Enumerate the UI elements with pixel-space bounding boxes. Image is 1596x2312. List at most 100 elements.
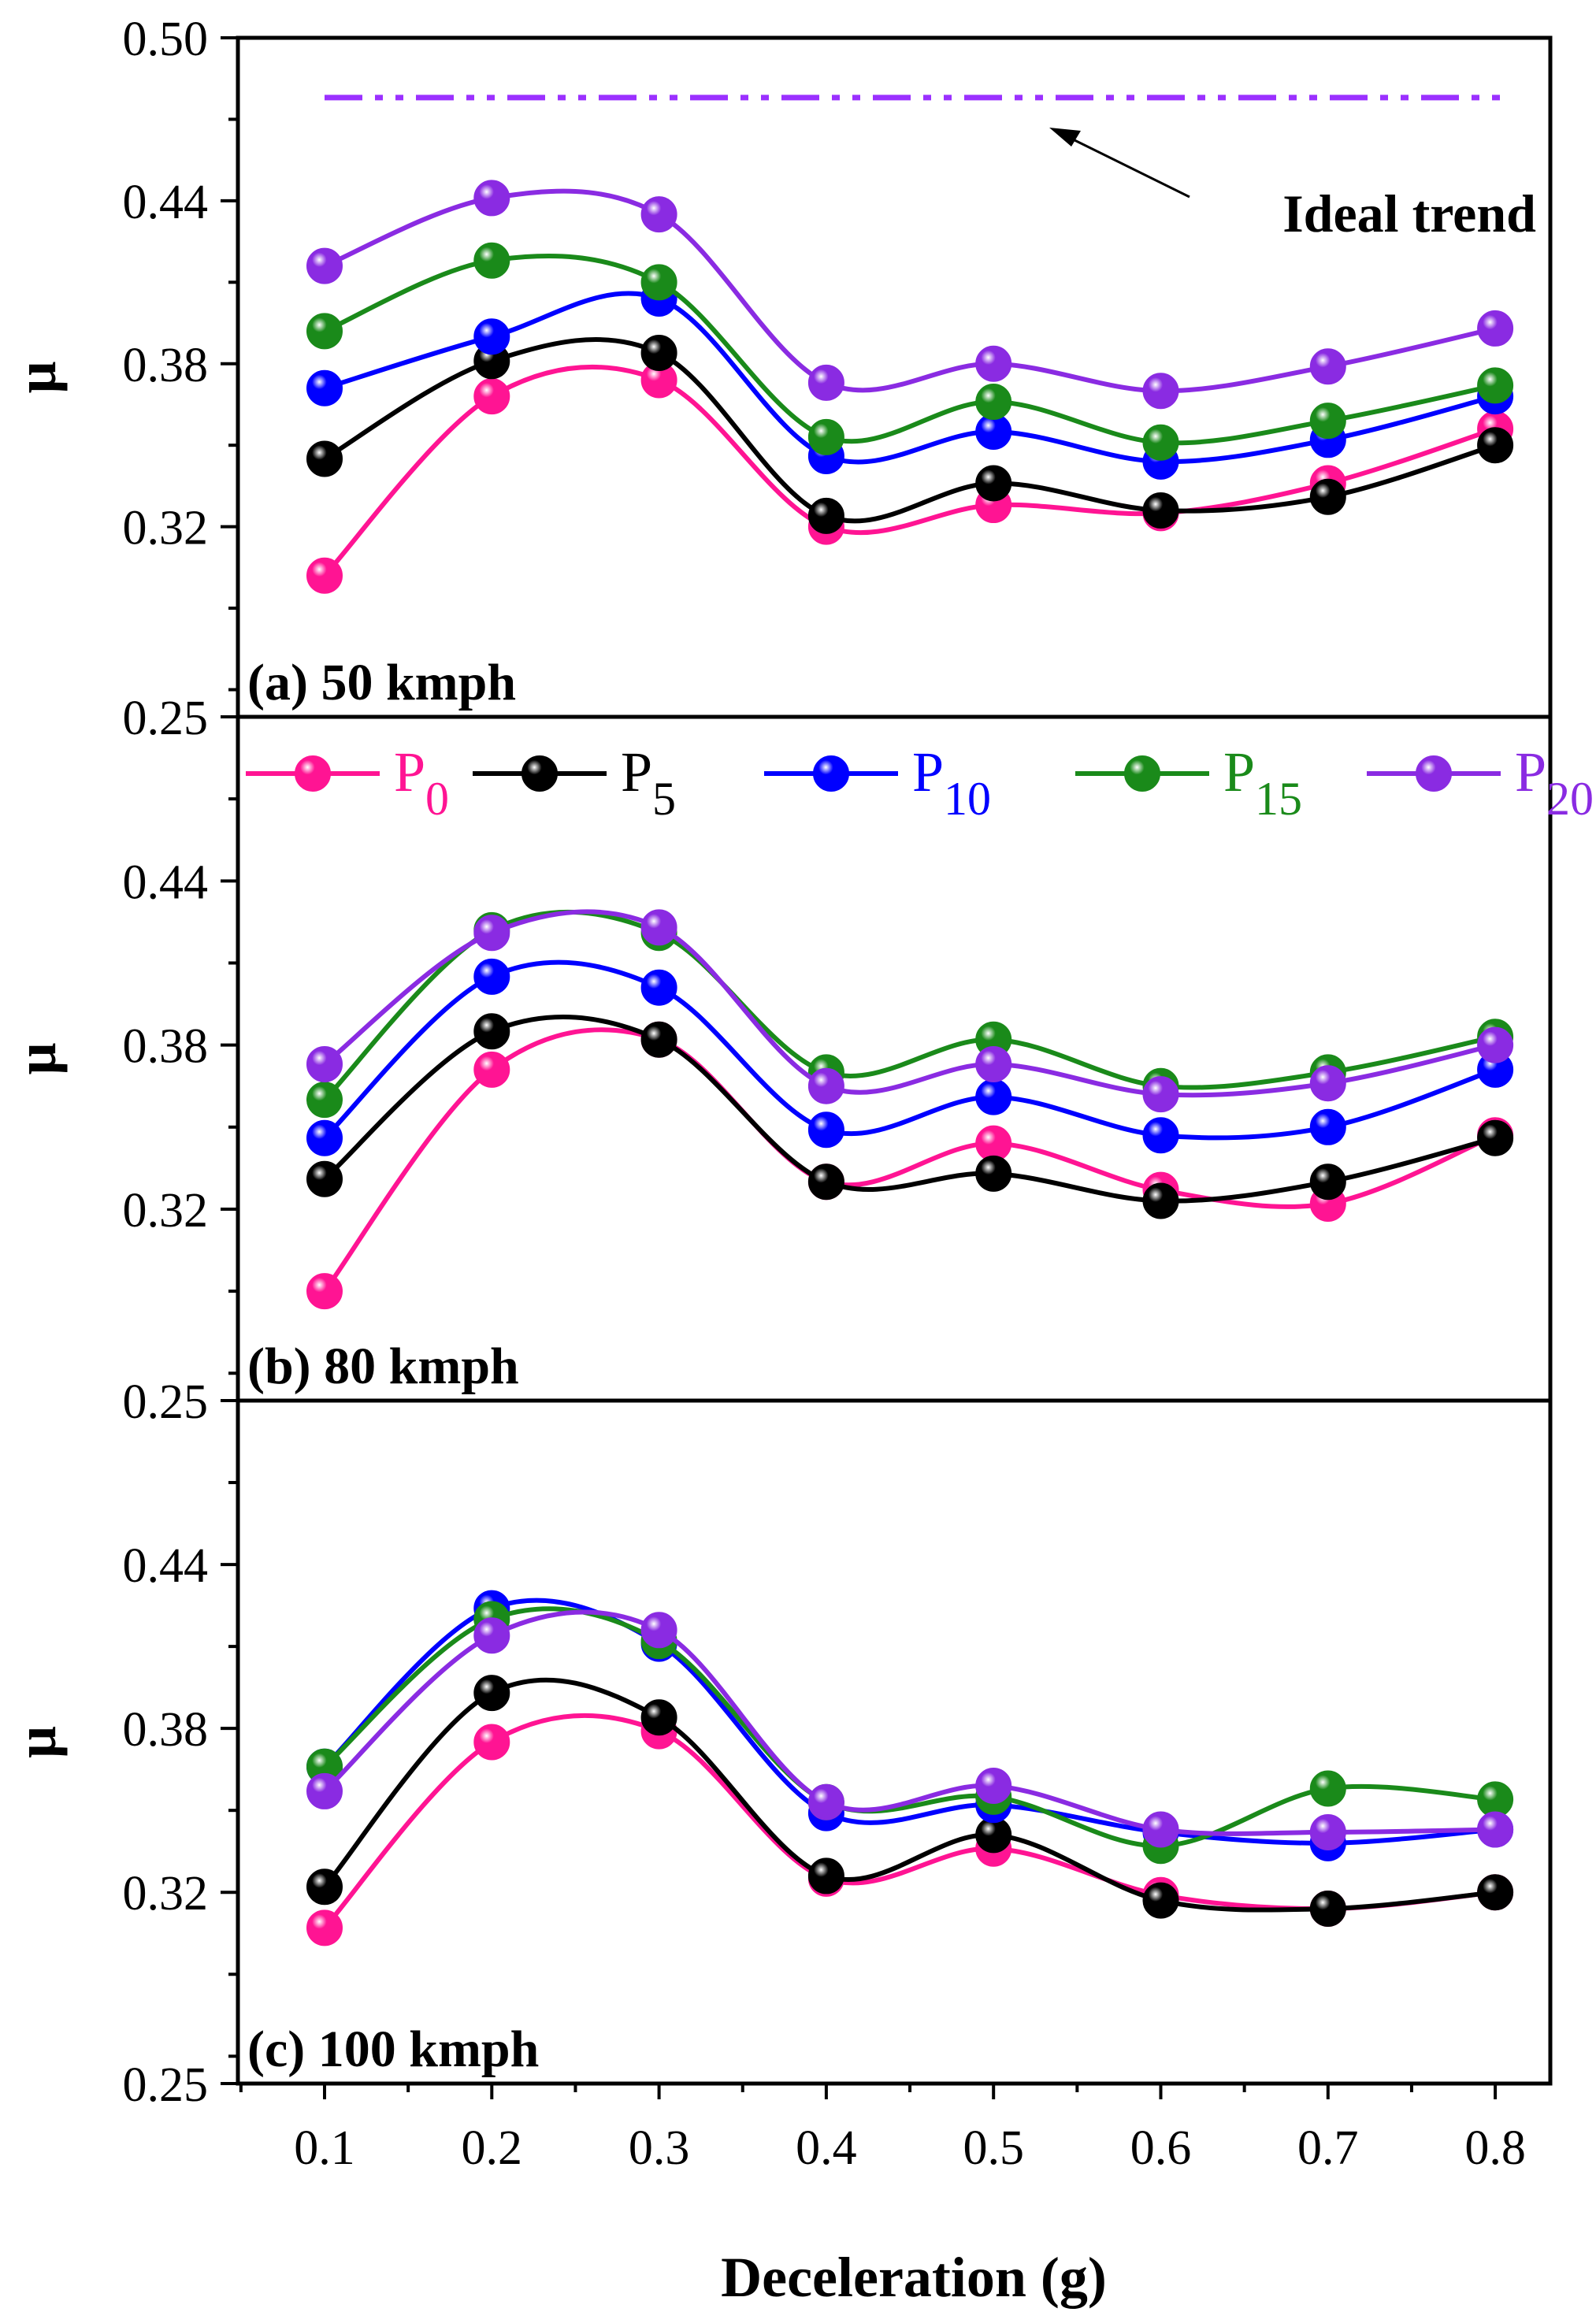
data-point-P10 bbox=[306, 1119, 343, 1156]
series-P5 bbox=[306, 1675, 1514, 1928]
data-point-P5 bbox=[807, 1857, 844, 1895]
x-tick-label: 0.5 bbox=[963, 2121, 1024, 2175]
data-point-P20 bbox=[1142, 1811, 1179, 1848]
data-point-P15 bbox=[473, 242, 510, 279]
data-point-P5 bbox=[640, 1021, 677, 1058]
data-point-P0 bbox=[306, 557, 343, 594]
data-point-P20 bbox=[1309, 1813, 1346, 1850]
data-point-P20 bbox=[473, 180, 510, 217]
data-point-P20 bbox=[473, 915, 510, 952]
x-tick-label: 0.3 bbox=[629, 2121, 690, 2175]
data-point-P15 bbox=[1477, 367, 1514, 404]
legend: P0 P5 P10 P15 P20 bbox=[246, 740, 1594, 825]
data-point-P5 bbox=[640, 334, 677, 371]
data-point-P0 bbox=[306, 1273, 343, 1310]
legend-label: P0 bbox=[394, 740, 449, 825]
data-point-P20 bbox=[807, 1783, 844, 1820]
series-line-P10 bbox=[322, 291, 1498, 465]
data-point-P5 bbox=[975, 465, 1012, 502]
series-line-P20 bbox=[322, 188, 1498, 394]
data-point-P10 bbox=[473, 958, 510, 995]
y-tick-label: 0.32 bbox=[123, 1184, 209, 1238]
series-P5 bbox=[306, 334, 1514, 534]
data-point-P0 bbox=[473, 1051, 510, 1088]
data-point-P20 bbox=[1142, 1076, 1179, 1113]
y-tick-label: 0.25 bbox=[123, 2058, 209, 2112]
x-tick-label: 0.8 bbox=[1464, 2121, 1526, 2175]
data-point-P15 bbox=[1309, 403, 1346, 440]
legend-item-P10: P10 bbox=[764, 740, 991, 825]
data-point-P5 bbox=[975, 1155, 1012, 1192]
data-point-P20 bbox=[640, 196, 677, 233]
x-tick-label: 0.6 bbox=[1130, 2121, 1192, 2175]
series-P10 bbox=[306, 958, 1514, 1156]
data-point-P20 bbox=[1477, 1026, 1514, 1063]
y-tick-label: 0.25 bbox=[123, 1375, 209, 1429]
y-tick-label: 0.44 bbox=[123, 855, 209, 909]
data-point-P5 bbox=[1477, 1119, 1514, 1156]
data-point-P15 bbox=[975, 384, 1012, 421]
y-axis-title: μ bbox=[5, 1726, 68, 1758]
legend-marker bbox=[1416, 755, 1452, 792]
data-point-P20 bbox=[473, 1617, 510, 1654]
y-tick-label: 0.32 bbox=[123, 1867, 209, 1920]
legend-item-P15: P15 bbox=[1075, 740, 1302, 825]
data-point-P15 bbox=[1309, 1770, 1346, 1807]
data-point-P15 bbox=[306, 313, 343, 350]
data-point-P20 bbox=[1142, 373, 1179, 410]
data-point-P5 bbox=[807, 497, 844, 534]
panel-label: (b) 80 kmph bbox=[247, 1338, 519, 1395]
data-point-P10 bbox=[473, 318, 510, 355]
data-point-P0 bbox=[473, 378, 510, 415]
data-point-P20 bbox=[975, 1045, 1012, 1082]
y-axis-title: μ bbox=[5, 362, 68, 394]
data-point-P20 bbox=[975, 345, 1012, 382]
data-point-P5 bbox=[306, 440, 343, 477]
data-point-P20 bbox=[807, 364, 844, 401]
data-point-P0 bbox=[473, 1724, 510, 1761]
legend-label: P5 bbox=[621, 740, 676, 825]
y-tick-label: 0.44 bbox=[123, 1539, 209, 1593]
data-point-P20 bbox=[807, 1067, 844, 1104]
data-point-P15 bbox=[1142, 424, 1179, 461]
data-point-P5 bbox=[807, 1163, 844, 1201]
data-point-P15 bbox=[640, 264, 677, 301]
y-axis-title: μ bbox=[5, 1043, 68, 1075]
data-point-P20 bbox=[640, 1612, 677, 1649]
data-point-P20 bbox=[1477, 1811, 1514, 1848]
data-point-P5 bbox=[306, 1869, 343, 1906]
series-P0 bbox=[306, 362, 1514, 594]
data-point-P15 bbox=[306, 1082, 343, 1119]
legend-marker bbox=[521, 755, 558, 792]
legend-label: P20 bbox=[1515, 740, 1594, 825]
y-tick-label: 0.38 bbox=[123, 339, 209, 392]
data-point-P5 bbox=[473, 1675, 510, 1712]
panel-1: 0.50 0.44 0.38 0.32 0.25 μ (a) 50 kmph Ideal tr… bbox=[5, 13, 1553, 745]
x-tick-label: 0.7 bbox=[1297, 2121, 1359, 2175]
series-P20 bbox=[306, 1609, 1514, 1850]
y-tick-label: 0.32 bbox=[123, 502, 209, 555]
annotation-arrow-head bbox=[1049, 128, 1081, 147]
plot-frame bbox=[236, 35, 1553, 719]
data-point-P20 bbox=[306, 1772, 343, 1809]
data-point-P10 bbox=[306, 369, 343, 406]
y-tick-label: 0.44 bbox=[123, 176, 209, 229]
x-axis-title: Deceleration (g) bbox=[721, 2246, 1107, 2309]
series-P15 bbox=[306, 242, 1514, 461]
panel-3: 0.44 0.38 0.32 0.25 μ (c) 100 kmph 0.1 0.2 0.3 0.… bbox=[5, 1398, 1553, 2175]
data-point-P5 bbox=[1142, 1182, 1179, 1219]
data-point-P15 bbox=[807, 418, 844, 455]
data-point-P10 bbox=[640, 969, 677, 1006]
legend-label: P10 bbox=[912, 740, 991, 825]
data-point-P20 bbox=[1309, 348, 1346, 385]
y-tick-label: 0.38 bbox=[123, 1703, 209, 1757]
legend-item-P20: P20 bbox=[1367, 740, 1594, 825]
data-point-P5 bbox=[1477, 1874, 1514, 1911]
data-point-P5 bbox=[306, 1160, 343, 1197]
x-tick-label: 0.4 bbox=[796, 2121, 857, 2175]
legend-item-P0: P0 bbox=[246, 740, 449, 825]
data-point-P10 bbox=[1309, 1108, 1346, 1145]
data-point-P20 bbox=[975, 1767, 1012, 1804]
data-point-P20 bbox=[1309, 1065, 1346, 1102]
